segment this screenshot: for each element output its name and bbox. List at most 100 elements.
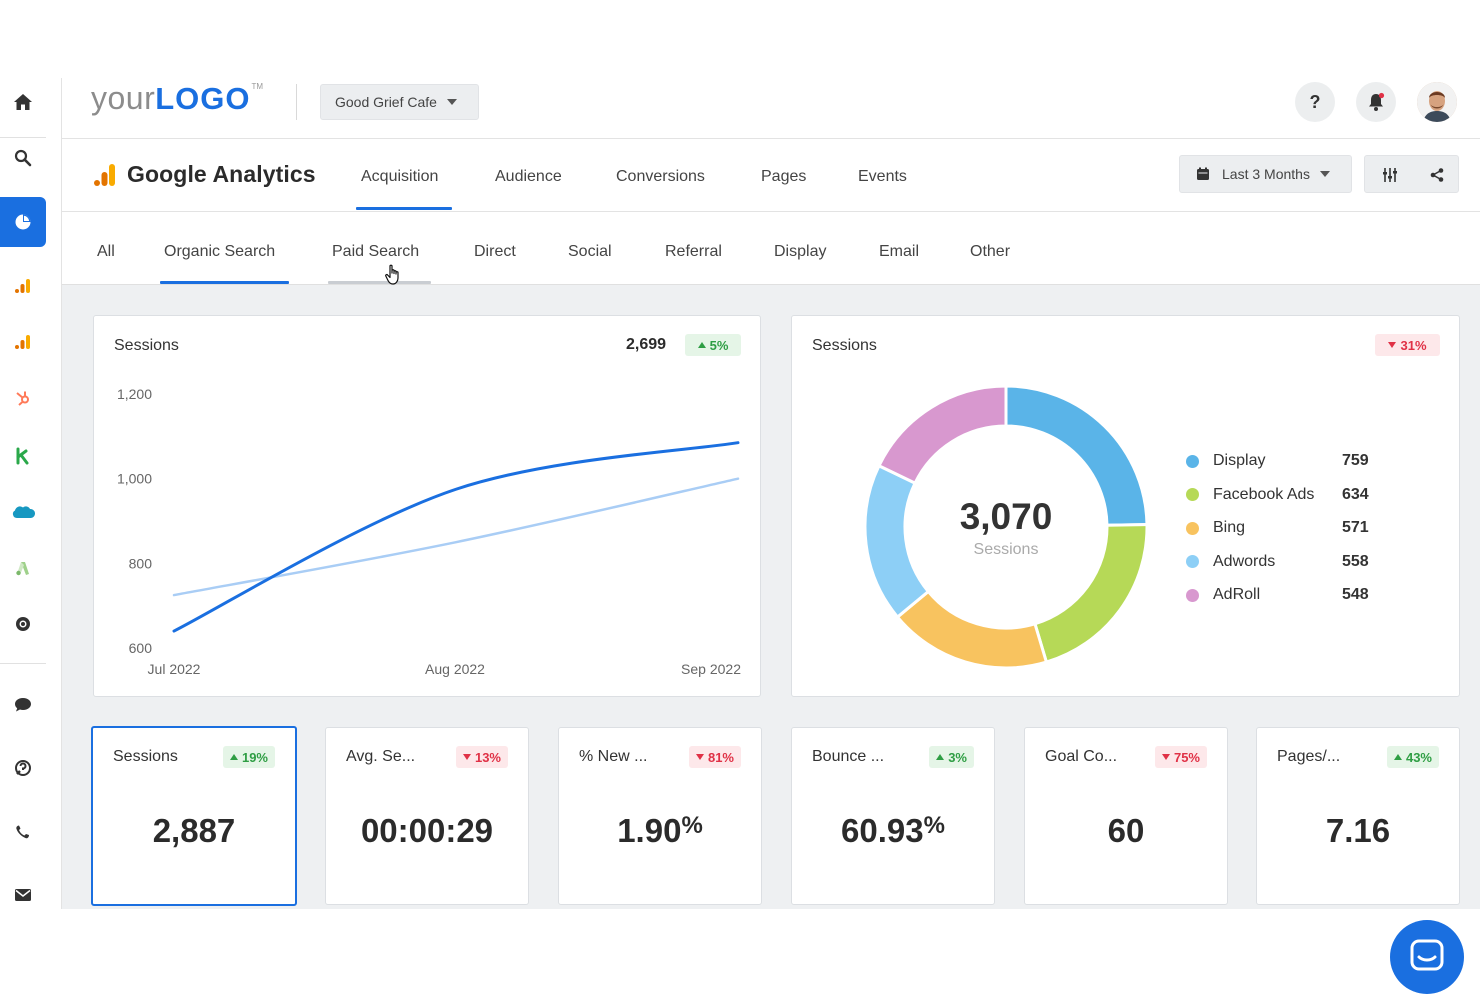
integration-icon[interactable] bbox=[0, 600, 46, 648]
kpi-change-badge: 81% bbox=[688, 746, 741, 768]
filters-icon[interactable] bbox=[1382, 167, 1398, 183]
kpi-value: 00:00:29 bbox=[326, 812, 528, 850]
dashboards-icon[interactable] bbox=[0, 197, 46, 247]
subtab-organic-search[interactable]: Organic Search bbox=[164, 243, 276, 260]
donut-center-label: Sessions bbox=[973, 541, 1039, 558]
subtab-direct[interactable]: Direct bbox=[474, 243, 516, 260]
calendar-icon bbox=[1197, 167, 1209, 180]
email-icon[interactable] bbox=[0, 871, 46, 919]
donut-slice[interactable] bbox=[876, 384, 1008, 486]
agency-logo[interactable]: your LOGO TM bbox=[91, 80, 264, 116]
tab-conversions[interactable]: Conversions bbox=[616, 168, 705, 185]
legend-swatch bbox=[1186, 555, 1199, 568]
legend-value: 634 bbox=[1342, 485, 1369, 503]
kpi-card[interactable]: Goal Co... 75% 60 bbox=[1024, 727, 1228, 905]
subtab-all[interactable]: All bbox=[97, 243, 115, 260]
y-tick-label: 600 bbox=[129, 640, 153, 656]
help-button[interactable]: ? bbox=[1295, 82, 1335, 122]
home-icon[interactable] bbox=[0, 78, 46, 126]
arrow-down-icon bbox=[1388, 342, 1397, 348]
change-badge: 31% bbox=[1375, 334, 1440, 356]
x-tick-label: Jul 2022 bbox=[148, 661, 201, 677]
kpi-change-text: 19% bbox=[241, 749, 268, 765]
card-title: Sessions bbox=[812, 337, 877, 354]
subtab-other[interactable]: Other bbox=[970, 243, 1011, 260]
kpi-change-text: 13% bbox=[474, 749, 501, 765]
x-tick-label: Aug 2022 bbox=[425, 661, 485, 677]
arrow-down-icon bbox=[1161, 754, 1170, 760]
arrow-up-icon bbox=[1393, 754, 1402, 760]
legend-item[interactable]: Bing 571 bbox=[1186, 517, 1386, 539]
legend-item[interactable]: AdRoll 548 bbox=[1186, 584, 1386, 606]
subtab-display[interactable]: Display bbox=[774, 243, 827, 260]
hubspot-icon[interactable] bbox=[0, 374, 46, 422]
legend-item[interactable]: Adwords 558 bbox=[1186, 551, 1386, 573]
sessions-donut-card: Sessions 31% 3,070 Sessions Display 759 Fa… bbox=[791, 315, 1460, 697]
active-subtab-indicator bbox=[160, 281, 289, 284]
legend-value: 759 bbox=[1342, 452, 1369, 469]
notifications-button[interactable] bbox=[1356, 82, 1396, 122]
date-range-button[interactable]: Last 3 Months bbox=[1179, 155, 1352, 193]
legend-item[interactable]: Facebook Ads 634 bbox=[1186, 484, 1386, 506]
user-avatar[interactable] bbox=[1417, 82, 1457, 122]
google-ads-icon[interactable] bbox=[0, 544, 46, 592]
chat-icon bbox=[1410, 939, 1444, 971]
kpi-value-number: 60.93 bbox=[841, 812, 924, 849]
kpi-change-badge: 19% bbox=[222, 746, 275, 768]
tab-pages[interactable]: Pages bbox=[761, 168, 807, 185]
google-analytics-4-icon[interactable] bbox=[0, 318, 46, 366]
kpi-value-suffix: % bbox=[681, 812, 703, 839]
pointer-cursor-icon bbox=[385, 264, 399, 285]
header-divider bbox=[296, 84, 297, 120]
google-analytics-icon[interactable] bbox=[0, 262, 46, 310]
top-bar: your LOGO TM Good Grief Cafe ? bbox=[62, 78, 1480, 139]
chat-icon[interactable] bbox=[0, 680, 46, 728]
search-icon[interactable] bbox=[0, 134, 46, 182]
bell-icon bbox=[1369, 92, 1385, 111]
kpi-card[interactable]: Pages/... 43% 7.16 bbox=[1256, 727, 1460, 905]
kpi-value-suffix: % bbox=[923, 812, 945, 839]
support-icon[interactable] bbox=[0, 744, 46, 792]
kpi-value: 60.93% bbox=[792, 812, 994, 850]
tab-acquisition[interactable]: Acquisition bbox=[361, 168, 439, 185]
kpi-title: % New ... bbox=[579, 748, 648, 765]
donut-chart bbox=[863, 384, 1149, 670]
kpi-card[interactable]: Avg. Se... 13% 00:00:29 bbox=[325, 727, 529, 905]
kpi-value: 2,887 bbox=[93, 812, 295, 850]
legend-label: AdRoll bbox=[1213, 586, 1261, 603]
chevron-down-icon bbox=[1319, 171, 1330, 177]
toolbar-group bbox=[1364, 155, 1459, 193]
share-icon[interactable] bbox=[1429, 167, 1445, 183]
kpi-card[interactable]: Sessions 19% 2,887 bbox=[91, 726, 297, 906]
change-badge: 5% bbox=[685, 334, 741, 356]
subtab-email[interactable]: Email bbox=[879, 243, 920, 260]
legend-label: Adwords bbox=[1213, 552, 1276, 570]
y-tick-label: 1,200 bbox=[117, 386, 152, 402]
dashboard-content: Sessions 2,699 5% 600 800 1,000 1,200 Jul 20… bbox=[62, 285, 1480, 909]
kpi-title: Pages/... bbox=[1277, 748, 1341, 765]
subtab-paid-search[interactable]: Paid Search bbox=[332, 243, 420, 260]
phone-icon[interactable] bbox=[0, 808, 46, 856]
kpi-change-text: 75% bbox=[1173, 749, 1200, 765]
klaviyo-icon[interactable] bbox=[0, 432, 46, 480]
kpi-change-text: 3% bbox=[948, 749, 967, 765]
subtab-referral[interactable]: Referral bbox=[665, 243, 722, 260]
arrow-up-icon bbox=[229, 754, 238, 760]
x-tick-label: Sep 2022 bbox=[681, 661, 741, 677]
kpi-card[interactable]: Bounce ... 3% 60.93% bbox=[791, 727, 995, 905]
subtab-social[interactable]: Social bbox=[568, 243, 612, 260]
tab-audience[interactable]: Audience bbox=[495, 168, 562, 185]
client-selector[interactable]: Good Grief Cafe bbox=[320, 84, 479, 120]
tab-events[interactable]: Events bbox=[858, 168, 907, 185]
donut-center-value: 3,070 bbox=[959, 496, 1053, 537]
chat-launcher-button[interactable] bbox=[1390, 920, 1464, 994]
donut-slice[interactable] bbox=[895, 589, 1049, 670]
salesforce-icon[interactable] bbox=[0, 488, 46, 536]
legend-value: 548 bbox=[1342, 586, 1369, 603]
kpi-value-number: 7.16 bbox=[1325, 812, 1391, 849]
arrow-up-icon bbox=[936, 754, 945, 760]
kpi-card[interactable]: % New ... 81% 1.90% bbox=[558, 727, 762, 905]
legend-item[interactable]: Display 759 bbox=[1186, 450, 1386, 472]
y-tick-label: 1,000 bbox=[117, 471, 152, 487]
kpi-value: 60 bbox=[1025, 812, 1227, 850]
